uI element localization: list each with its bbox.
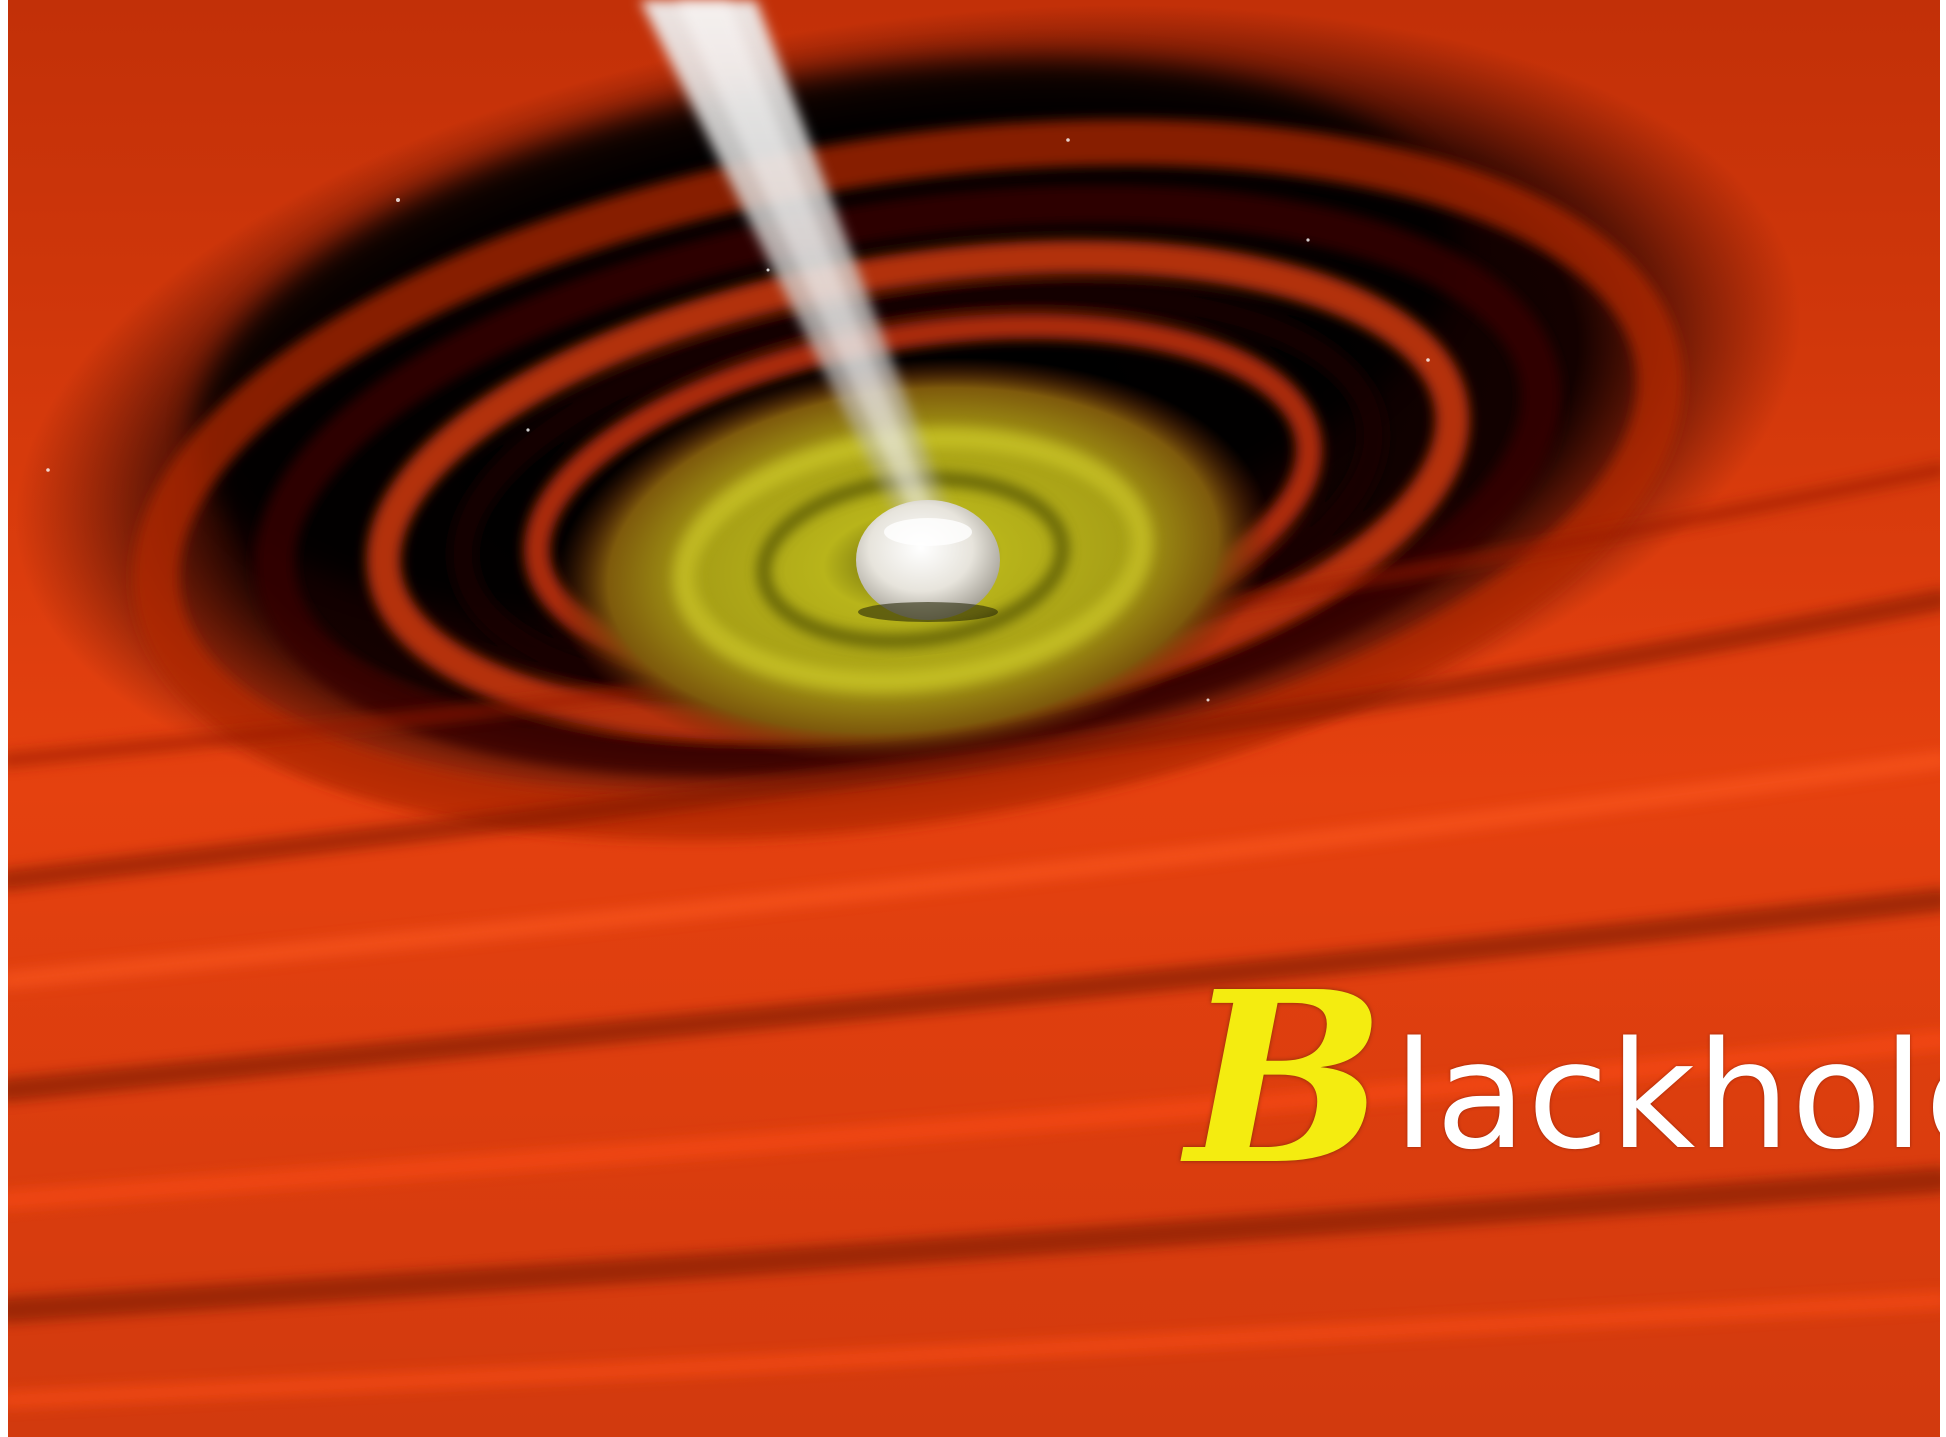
title-rest: lackhole bbox=[1393, 1010, 1940, 1182]
title-initial-letter: B bbox=[1186, 939, 1386, 1217]
slide: B lackhole bbox=[8, 0, 1940, 1437]
slide-title: B lackhole bbox=[1186, 960, 1940, 1196]
black-hole-illustration bbox=[8, 0, 1940, 1437]
